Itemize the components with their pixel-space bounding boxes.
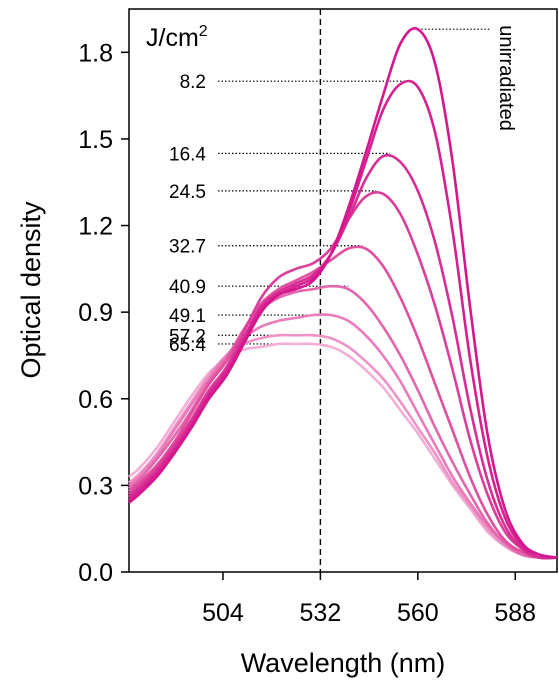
axis-ticks: 0.0 0.3 0.6 0.9 1.2 1.5 1.8 504 532 560 588 <box>78 39 536 627</box>
dose-label: 40.9 <box>169 277 206 298</box>
y-axis-title: Optical density <box>16 201 46 379</box>
spectrum-curve <box>128 27 558 559</box>
dose-label: 32.7 <box>169 237 206 258</box>
x-tick-label: 588 <box>494 599 536 627</box>
dose-label: 57.2 <box>169 326 206 347</box>
spectrum-curve <box>128 342 558 560</box>
dose-labels: unirradiated 8.2 16.4 24.5 32.7 40.9 49.157.26… <box>169 25 517 356</box>
spectrum-curve <box>128 79 558 559</box>
x-tick-label: 560 <box>397 599 439 627</box>
x-axis-title: Wavelength (nm) <box>241 648 446 678</box>
legend-title: J/cm2 <box>146 23 208 52</box>
dose-label: 49.1 <box>169 306 206 327</box>
spectrum-curve <box>128 153 558 560</box>
y-tick-label: 1.2 <box>78 213 113 241</box>
spectrum-curves <box>128 27 558 560</box>
y-tick-label: 0.3 <box>78 472 113 500</box>
dose-label: 24.5 <box>169 182 206 203</box>
y-tick-label: 1.8 <box>78 39 113 67</box>
dose-label: 16.4 <box>169 144 206 165</box>
x-tick-label: 532 <box>300 599 342 627</box>
curve-label: unirradiated <box>495 25 517 131</box>
y-tick-label: 0.9 <box>78 299 113 327</box>
dose-label: 65.4 <box>169 335 206 356</box>
x-tick-label: 504 <box>202 599 244 627</box>
y-tick-label: 0.6 <box>78 386 113 414</box>
spectrum-curve <box>128 284 558 560</box>
y-tick-label: 1.5 <box>78 126 113 154</box>
spectrum-curve <box>128 313 558 560</box>
plot-frame <box>128 8 558 573</box>
dose-label: 8.2 <box>180 72 206 93</box>
y-tick-label: 0.0 <box>78 559 113 587</box>
spectrum-curve <box>128 245 558 560</box>
spectrum-curve <box>128 333 558 560</box>
